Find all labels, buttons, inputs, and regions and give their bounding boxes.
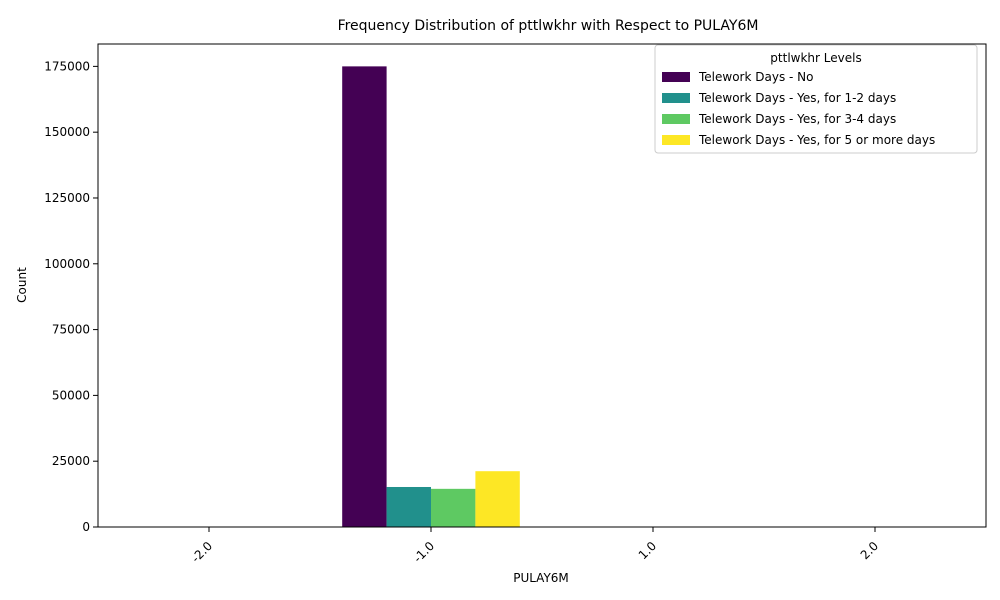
legend-swatch [662, 114, 690, 124]
legend-swatch [662, 93, 690, 103]
x-axis: -2.0 -1.0 1.0 2.0 [189, 527, 881, 565]
x-tick-label: 2.0 [858, 539, 881, 562]
legend-label: Telework Days - Yes, for 3-4 days [698, 112, 896, 126]
legend-label: Telework Days - Yes, for 1-2 days [698, 91, 896, 105]
y-tick-label: 75000 [52, 323, 90, 337]
legend-title: pttlwkhr Levels [770, 51, 861, 65]
x-axis-title: PULAY6M [513, 571, 569, 585]
y-tick-label: 0 [82, 520, 90, 534]
bar [342, 66, 387, 528]
legend-box [654, 44, 978, 154]
legend-label: Telework Days - No [698, 70, 813, 84]
y-axis-title: Count [15, 267, 29, 303]
bar [386, 486, 431, 527]
y-tick-label: 25000 [52, 454, 90, 468]
y-tick-label: 125000 [44, 191, 90, 205]
legend-items: Telework Days - No Telework Days - Yes, f… [662, 70, 935, 147]
legend-label: Telework Days - Yes, for 5 or more days [698, 133, 935, 147]
y-tick-label: 50000 [52, 388, 90, 402]
x-tick-label: -2.0 [189, 539, 215, 565]
x-tick-label: -1.0 [411, 539, 437, 565]
x-tick-label: 1.0 [636, 539, 659, 562]
bars-layer [342, 66, 520, 528]
bar [475, 471, 520, 527]
plot-frame [97, 43, 987, 528]
legend: pttlwkhr Levels Telework Days - NoTelewo… [654, 44, 978, 154]
y-tick-label: 175000 [44, 59, 90, 73]
bar [431, 488, 476, 527]
legend-swatch [662, 72, 690, 82]
y-tick-label: 150000 [44, 125, 90, 139]
chart-title: Frequency Distribution of pttlwkhr with … [338, 18, 759, 34]
y-tick-label: 100000 [44, 257, 90, 271]
legend-swatch [662, 135, 690, 145]
y-axis: 0 25000 50000 75000 100000 125000 150000 175000 [44, 59, 98, 534]
